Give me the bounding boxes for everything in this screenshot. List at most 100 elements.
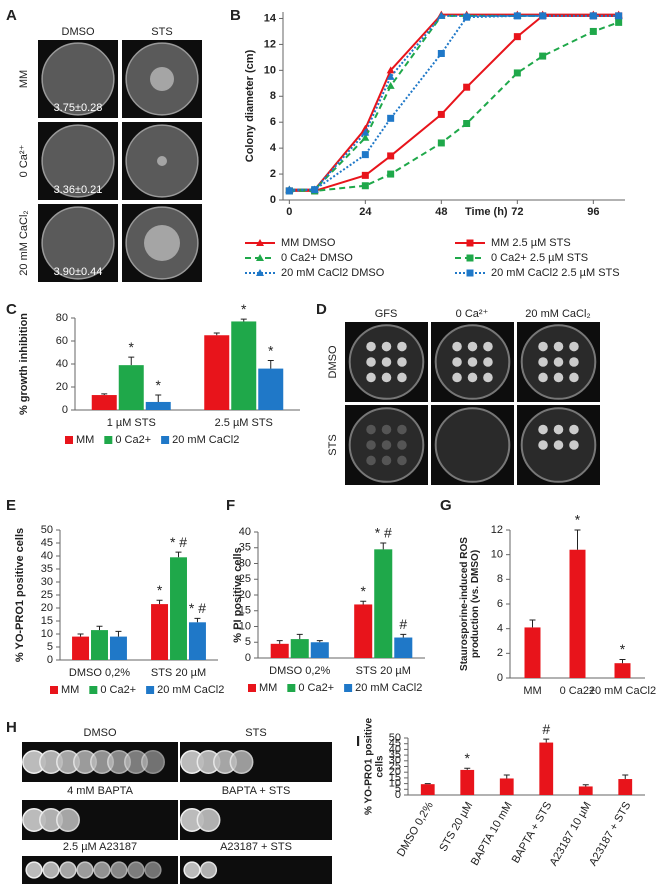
- legend-label: 0 Ca2+ 2.5 µM STS: [491, 252, 588, 264]
- y-tick-label: 20: [389, 766, 401, 778]
- marker: [513, 12, 521, 20]
- spot: [366, 455, 376, 466]
- column-label: GFS: [375, 308, 398, 320]
- error-bar: [101, 393, 108, 396]
- x-tick-label: 20 mM CaCl2: [589, 685, 656, 697]
- error-bar: [96, 625, 103, 631]
- legend-label: 20 mM CaCl2: [157, 684, 224, 696]
- y-tick-label: 2: [497, 647, 503, 659]
- y-tick-label: 4: [497, 623, 503, 635]
- error-bar: [267, 360, 274, 369]
- legend-label: 0 Ca2+: [115, 434, 151, 446]
- annotation: #: [542, 721, 550, 737]
- spot: [467, 341, 478, 352]
- row-label: MM: [18, 70, 30, 88]
- column-label: 0 Ca²⁺: [456, 308, 489, 320]
- series-line: [289, 14, 619, 191]
- spot: [569, 357, 579, 367]
- marker: [361, 128, 370, 136]
- bar: [394, 637, 413, 658]
- panel-letter: F: [226, 497, 235, 514]
- y-tick-label: 20: [56, 381, 68, 393]
- x-tick-label: A23187 10 µM: [548, 800, 594, 868]
- diameter-label: 3.75±0.28: [54, 102, 103, 114]
- annotation: * #: [189, 600, 206, 616]
- panel-letter: D: [316, 301, 327, 318]
- panel-letter: A: [6, 7, 17, 24]
- error-bar: [155, 394, 162, 402]
- diameter-label: 3.36±0.21: [54, 184, 103, 196]
- error-bar: [582, 784, 589, 787]
- plate: [41, 42, 115, 116]
- row-label: DMSO: [327, 345, 339, 378]
- spot: [141, 750, 165, 774]
- error-bar: [503, 774, 510, 779]
- panel-letter: C: [6, 301, 17, 318]
- marker: [589, 12, 597, 20]
- y-tick-label: 4: [270, 142, 277, 154]
- y-tick-label: 8: [270, 90, 276, 102]
- spot: [93, 861, 111, 879]
- annotation: * #: [375, 525, 392, 541]
- annotation: *: [360, 583, 366, 599]
- spot: [569, 372, 579, 383]
- image-label: STS: [245, 727, 266, 739]
- y-tick-label: 0: [47, 654, 53, 666]
- marker: [387, 114, 395, 122]
- legend-swatch: [50, 686, 58, 694]
- x-tick-label: 24: [359, 206, 372, 218]
- marker: [387, 170, 395, 178]
- bar: [231, 321, 257, 410]
- spot: [229, 750, 254, 774]
- bar: [258, 368, 284, 410]
- spot: [538, 440, 548, 450]
- bar: [118, 365, 144, 410]
- error-bar: [400, 633, 407, 638]
- legend-swatch: [161, 436, 170, 444]
- marker: [615, 18, 623, 26]
- marker: [387, 152, 395, 160]
- legend-label: MM 2.5 µM STS: [491, 237, 571, 249]
- legend-label: MM: [76, 434, 94, 446]
- spot: [397, 357, 407, 367]
- y-axis-label-box: Staurosporine-induced ROS production (vs…: [459, 537, 481, 671]
- y-tick-label: 50: [41, 524, 53, 536]
- spot: [553, 440, 564, 450]
- x-tick-label: BAPTA + STS: [510, 800, 555, 865]
- spot: [452, 357, 462, 367]
- x-tick-label: A23187 + STS: [587, 800, 633, 868]
- marker: [463, 83, 471, 91]
- bar: [539, 742, 554, 795]
- y-axis-label: % PI positive cells: [232, 547, 244, 643]
- plate: [41, 124, 115, 198]
- y-tick-label: 40: [389, 743, 401, 755]
- series-line: [289, 21, 620, 192]
- legend-swatch: [89, 686, 98, 694]
- legend-swatch: [146, 686, 155, 694]
- image-label: DMSO: [84, 727, 117, 739]
- spot: [366, 424, 376, 435]
- marker: [386, 66, 395, 74]
- spot: [397, 424, 407, 435]
- y-tick-label: 30: [389, 755, 401, 767]
- spot: [538, 372, 548, 383]
- bar: [578, 786, 593, 795]
- spot: [381, 440, 392, 450]
- y-tick-label: 40: [56, 358, 68, 370]
- y-tick-label: 0: [270, 194, 276, 206]
- y-tick-label: 10: [389, 778, 401, 790]
- error-bar: [380, 542, 387, 550]
- error-bar: [360, 600, 367, 605]
- image-label: 4 mM BAPTA: [67, 785, 133, 797]
- annotation: *: [575, 512, 581, 528]
- x-tick-label: 96: [587, 206, 599, 218]
- error-bar: [213, 332, 220, 336]
- marker: [256, 239, 264, 246]
- error-bar: [240, 318, 247, 322]
- bar: [204, 335, 230, 410]
- bar: [109, 636, 127, 660]
- bar: [354, 604, 373, 658]
- legend-label: MM: [61, 684, 79, 696]
- spot: [553, 357, 564, 367]
- marker: [256, 269, 264, 276]
